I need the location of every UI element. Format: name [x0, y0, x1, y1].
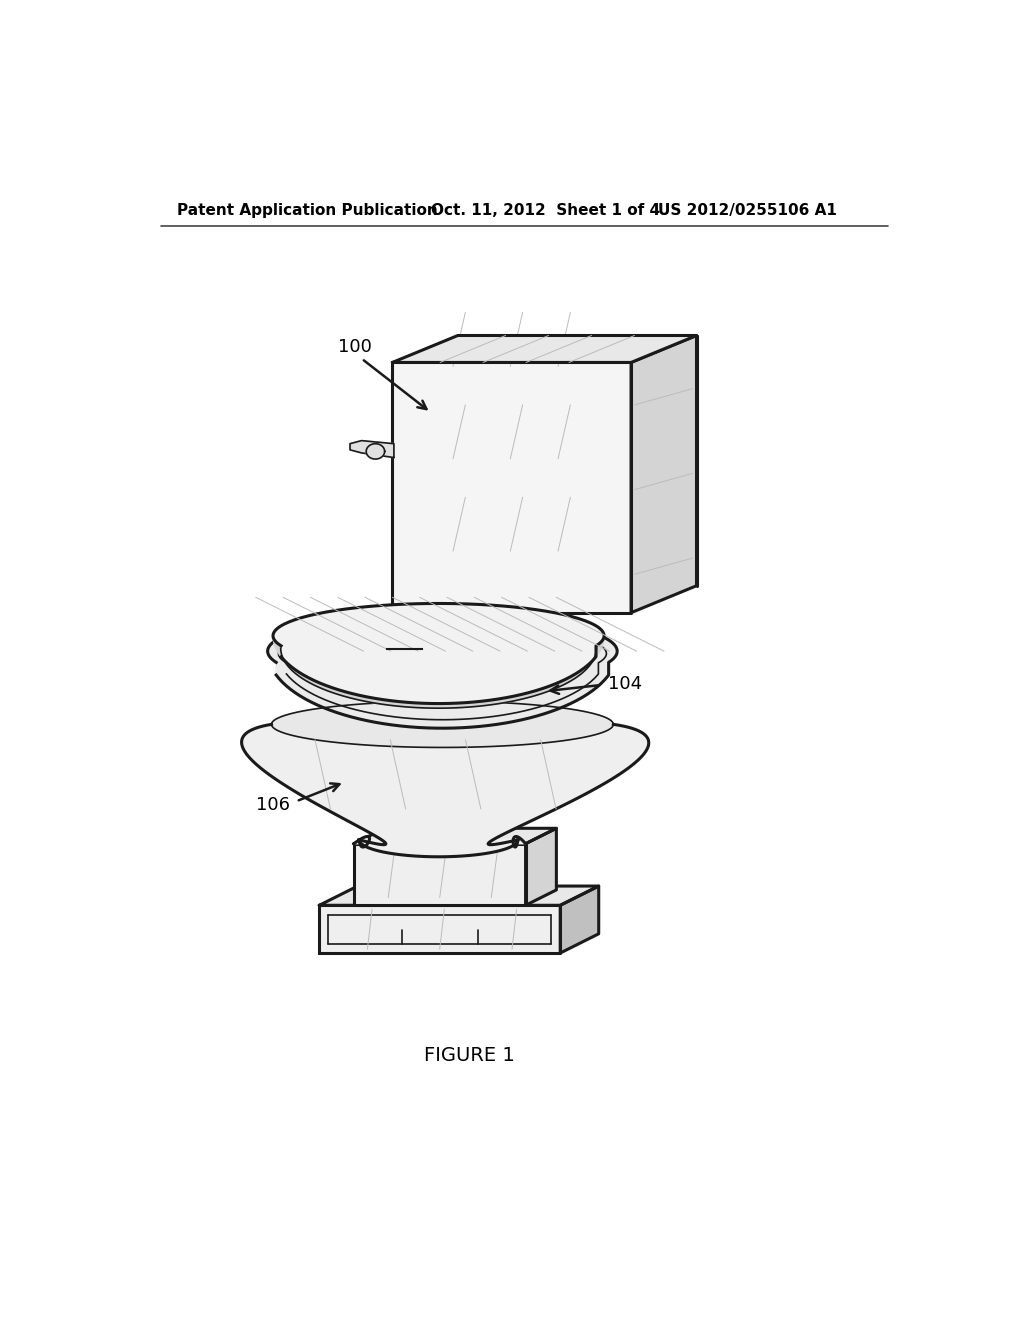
- Polygon shape: [354, 829, 556, 843]
- Polygon shape: [354, 843, 525, 906]
- Polygon shape: [392, 363, 631, 612]
- Polygon shape: [560, 886, 599, 953]
- Text: FIGURE 1: FIGURE 1: [424, 1045, 515, 1065]
- Polygon shape: [354, 837, 525, 847]
- Polygon shape: [631, 335, 696, 612]
- Text: 106: 106: [256, 796, 290, 814]
- Polygon shape: [319, 886, 599, 906]
- Polygon shape: [350, 441, 394, 458]
- Polygon shape: [319, 906, 560, 953]
- Text: 104: 104: [608, 676, 642, 693]
- Polygon shape: [367, 444, 385, 459]
- Text: US 2012/0255106 A1: US 2012/0255106 A1: [658, 203, 837, 218]
- Polygon shape: [392, 335, 696, 363]
- Text: Oct. 11, 2012  Sheet 1 of 4: Oct. 11, 2012 Sheet 1 of 4: [431, 203, 660, 218]
- Text: Patent Application Publication: Patent Application Publication: [177, 203, 437, 218]
- Polygon shape: [267, 615, 617, 729]
- Text: 102: 102: [387, 635, 421, 652]
- Polygon shape: [273, 603, 604, 704]
- Polygon shape: [242, 725, 649, 857]
- Text: 100: 100: [339, 338, 373, 356]
- Polygon shape: [525, 829, 556, 906]
- Polygon shape: [273, 636, 604, 708]
- Polygon shape: [271, 701, 613, 747]
